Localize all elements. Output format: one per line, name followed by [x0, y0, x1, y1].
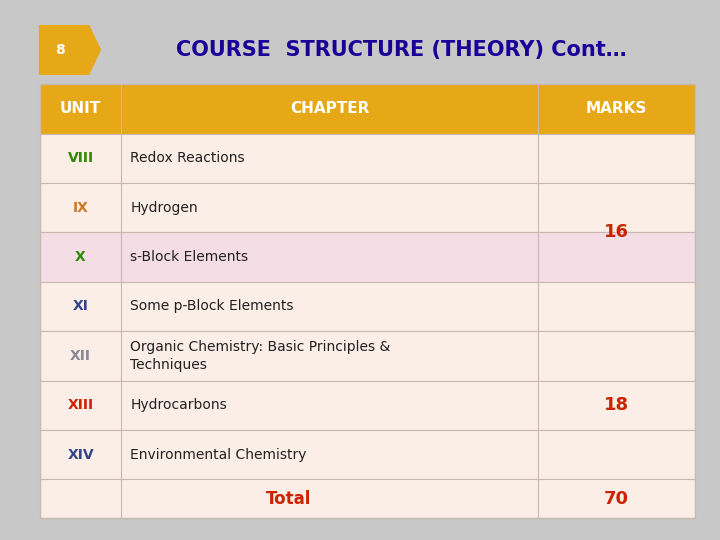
Bar [40, 232, 122, 282]
Text: X: X [75, 250, 86, 264]
Bar [40, 282, 122, 331]
Text: XI: XI [73, 300, 89, 314]
Text: 8: 8 [55, 43, 65, 57]
Bar [40, 430, 122, 480]
Bar [538, 430, 695, 480]
Bar [538, 232, 695, 282]
Bar [122, 232, 538, 282]
Text: Some p-Block Elements: Some p-Block Elements [130, 300, 294, 314]
Bar [40, 480, 122, 518]
Text: XII: XII [70, 349, 91, 363]
Text: 70: 70 [603, 490, 629, 508]
Text: XIII: XIII [68, 398, 94, 412]
Bar [122, 331, 538, 381]
Text: MARKS: MARKS [585, 101, 647, 116]
Bar [538, 480, 695, 518]
Text: CHAPTER: CHAPTER [290, 101, 369, 116]
Bar [40, 183, 122, 232]
Text: Environmental Chemistry: Environmental Chemistry [130, 448, 307, 462]
Bar [538, 84, 695, 134]
Bar [538, 331, 695, 381]
Bar [122, 84, 538, 134]
Text: VIII: VIII [68, 151, 94, 165]
Text: XIV: XIV [67, 448, 94, 462]
Bar [40, 331, 122, 381]
Bar [122, 430, 538, 480]
Text: Redox Reactions: Redox Reactions [130, 151, 245, 165]
Text: Organic Chemistry: Basic Principles &
Techniques: Organic Chemistry: Basic Principles & Te… [130, 340, 390, 372]
Text: COURSE  STRUCTURE (THEORY) Cont…: COURSE STRUCTURE (THEORY) Cont… [176, 40, 626, 60]
Bar [538, 282, 695, 331]
Text: 16: 16 [603, 224, 629, 241]
Bar [122, 134, 538, 183]
Bar [40, 381, 122, 430]
Text: Total: Total [266, 490, 311, 508]
Text: Hydrocarbons: Hydrocarbons [130, 398, 227, 412]
Bar [40, 134, 122, 183]
Bar [538, 183, 695, 232]
Polygon shape [40, 26, 100, 75]
Bar [40, 84, 695, 518]
Bar [122, 282, 538, 331]
Text: s-Block Elements: s-Block Elements [130, 250, 248, 264]
Text: Hydrogen: Hydrogen [130, 201, 198, 215]
Bar [122, 480, 538, 518]
Text: 18: 18 [603, 396, 629, 414]
Text: UNIT: UNIT [60, 101, 102, 116]
Bar [538, 381, 695, 430]
Bar [40, 84, 122, 134]
Text: IX: IX [73, 201, 89, 215]
Bar [122, 183, 538, 232]
Bar [122, 381, 538, 430]
Bar [538, 134, 695, 183]
